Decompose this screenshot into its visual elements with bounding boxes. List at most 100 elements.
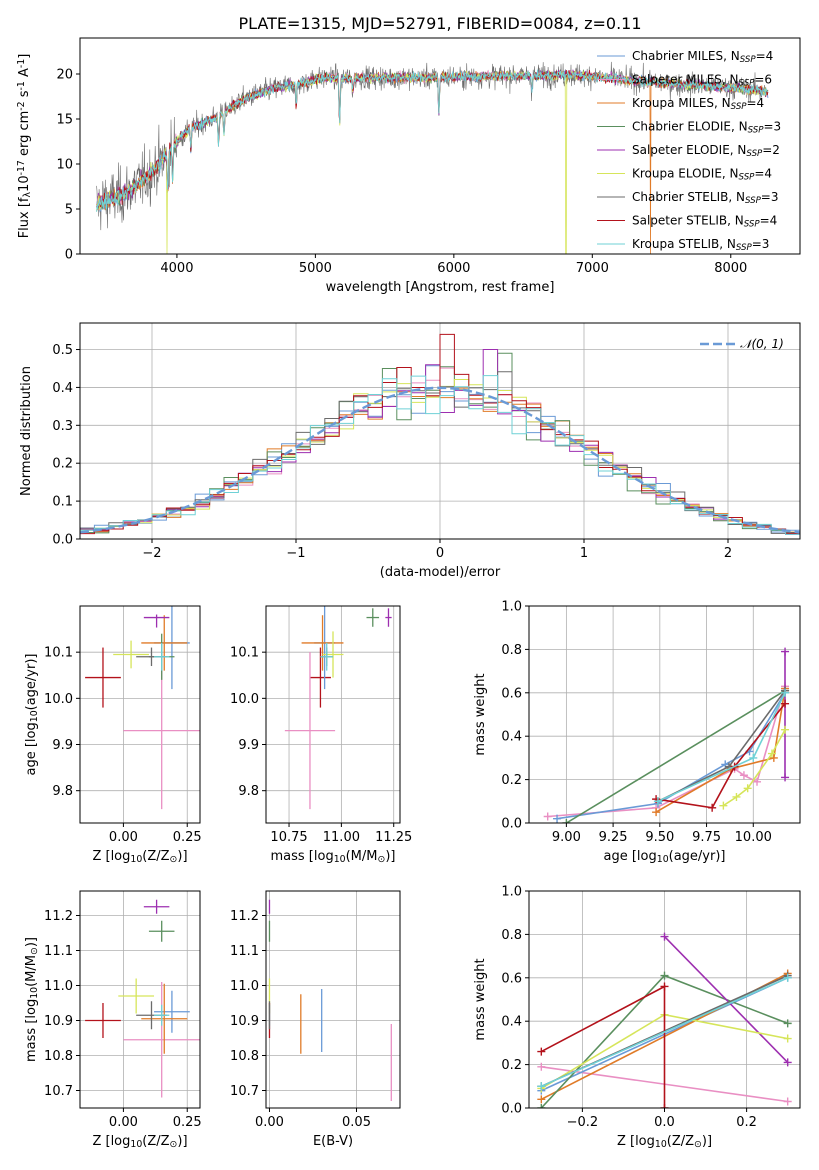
x-tick-label: −1 — [286, 546, 305, 561]
plot-area-residuals — [80, 333, 800, 535]
legend-label-gaussian: 𝒩(0, 1) — [740, 337, 784, 351]
x-tick-label: 0.0 — [654, 1115, 675, 1130]
plot-area-spectrum — [96, 61, 769, 254]
legend-label-ss: Salpeter STELIB, NSSP=4 — [632, 214, 777, 230]
x-tick-label: 0.25 — [173, 830, 202, 845]
y-tick-label: 0.5 — [52, 343, 73, 358]
weight-marker-ss — [660, 982, 669, 991]
weight-line-km — [655, 688, 786, 813]
weight-marker-ks — [537, 1082, 546, 1091]
y-tick-label: 10 — [56, 158, 73, 173]
errorbar-point-ss — [85, 647, 121, 708]
x-tick-label: 9.50 — [645, 830, 674, 845]
x-tick-label: 9.25 — [599, 830, 628, 845]
weight-marker-ce — [537, 1104, 546, 1108]
weight-marker-se — [783, 1058, 792, 1067]
weight-marker-ke — [719, 801, 728, 810]
y-tick-label: 10.9 — [230, 1014, 259, 1029]
y-tick-label: 10.0 — [230, 692, 259, 707]
y-tick-label: 5 — [65, 203, 73, 218]
weight-marker-ss — [781, 699, 790, 708]
errorbar-point-ke — [113, 640, 149, 669]
errorbar-point-sm — [123, 982, 200, 1098]
y-tick-label: 11.0 — [230, 979, 259, 994]
errorbar-point-ks — [154, 1004, 170, 1026]
weight-marker-ke — [743, 784, 752, 793]
legend-label-cm: Chabrier MILES, NSSP=4 — [632, 49, 773, 65]
axes-frame — [528, 605, 801, 824]
weight-marker-ke — [781, 725, 790, 734]
weight-marker-sm — [543, 812, 552, 821]
gaussian-reference-line — [80, 386, 800, 534]
weight-marker-cm — [553, 814, 562, 823]
y-tick-label: 9.8 — [52, 784, 73, 799]
axes-weight_vs_age: 9.00 9.25 9.50 9.75 10.00 0.0 0.2 0.4 0.6 0.8 1.0 a… — [473, 600, 801, 865]
weight-marker-ce — [660, 971, 669, 980]
x-tick-label: 10.00 — [735, 830, 772, 845]
y-tick-label: 11.1 — [44, 944, 73, 959]
y-axis-label: age [log10(age/yr)] — [24, 654, 40, 776]
y-tick-label: 10.8 — [230, 1049, 259, 1064]
x-axis-label: age [log10(age/yr)] — [604, 849, 726, 865]
plot-area-age_vs_mass — [284, 606, 392, 810]
x-axis-label: Z [log10(Z/Z⊙)] — [617, 1134, 712, 1150]
axes-mass_vs_Z: 0.00 0.25 10.7 10.8 10.9 11.0 11.1 11.2 Z [log10… — [24, 890, 202, 1150]
y-tick-label: 0 — [65, 248, 73, 263]
y-tick-label: 0.4 — [501, 1015, 522, 1030]
y-tick-label: 11.2 — [230, 909, 259, 924]
x-tick-label: −0.2 — [567, 1115, 599, 1130]
legend-label-cs: Chabrier STELIB, NSSP=3 — [632, 190, 779, 206]
errorbar-point-km — [141, 615, 188, 671]
y-tick-label: 10.1 — [230, 646, 259, 661]
errorbar-point-cm — [154, 990, 190, 1033]
weight-marker-sm — [739, 771, 748, 780]
y-tick-label: 10.8 — [44, 1049, 73, 1064]
y-tick-label: 0.1 — [52, 495, 73, 510]
x-tick-label: 0.00 — [109, 830, 138, 845]
x-tick-label: 5000 — [299, 261, 332, 276]
weight-marker-ss — [537, 1047, 546, 1056]
y-tick-label: 11.0 — [44, 979, 73, 994]
y-tick-label: 11.2 — [44, 909, 73, 924]
y-tick-label: 0.8 — [501, 643, 522, 658]
weight-marker-ce — [783, 1019, 792, 1028]
y-tick-label: 0.4 — [52, 381, 73, 396]
plot-area-mass_vs_ebv — [268, 899, 392, 1101]
weight-marker-ke — [767, 749, 776, 758]
y-tick-label: 10.9 — [44, 1014, 73, 1029]
errorbar-point-ks — [154, 642, 170, 671]
y-tick-label: 0.8 — [501, 928, 522, 943]
x-tick-label: 0 — [436, 546, 444, 561]
legend-label-ks: Kroupa STELIB, NSSP=3 — [632, 237, 769, 253]
y-tick-label: 9.8 — [238, 784, 259, 799]
weight-marker-ks — [781, 688, 790, 697]
weight-marker-sm — [753, 777, 762, 786]
y-tick-label: 0.0 — [501, 817, 522, 832]
weight-marker-km — [652, 808, 661, 817]
errorbar-point-se — [385, 608, 392, 627]
y-tick-label: 9.9 — [238, 738, 259, 753]
y-axis-label: Normed distribution — [19, 366, 34, 496]
errorbar-point-ks — [320, 642, 333, 671]
y-axis-label: mass weight — [473, 958, 488, 1040]
x-tick-label: 8000 — [714, 261, 747, 276]
weight-marker-ks — [783, 973, 792, 982]
y-tick-label: 0.2 — [501, 773, 522, 788]
errorbar-point-se — [143, 614, 170, 628]
axes-spectrum: 4000 5000 6000 7000 8000 0 5 10 15 20 wavelength [… — [16, 37, 801, 295]
weight-marker-km — [769, 753, 778, 762]
spectrum-line-ks — [96, 69, 769, 212]
x-tick-label: 0.05 — [342, 1115, 371, 1130]
x-axis-label: mass [log10(M/M⊙)] — [271, 849, 396, 865]
y-tick-label: 0.6 — [501, 971, 522, 986]
legend-label-ke: Kroupa ELODIE, NSSP=4 — [632, 167, 772, 183]
axes-frame — [265, 890, 401, 1109]
axes-age_vs_Z: 0.00 0.25 9.8 9.9 10.0 10.1 Z [log10(Z/Z⊙)] age… — [24, 605, 202, 865]
histogram-ks — [80, 375, 800, 535]
plot-area-weight_vs_Z — [537, 932, 792, 1108]
x-tick-label: 2 — [724, 546, 732, 561]
histogram-ss — [80, 333, 800, 535]
y-tick-label: 10.7 — [230, 1084, 259, 1099]
errorbar-point-ke — [118, 978, 155, 1014]
